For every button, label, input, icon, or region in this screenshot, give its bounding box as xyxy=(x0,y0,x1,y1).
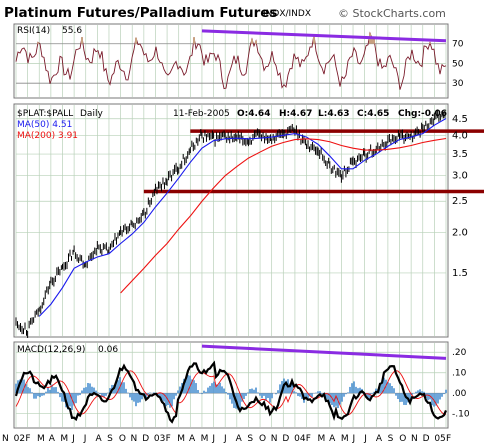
x-axis-tick-label: O xyxy=(119,434,126,444)
x-axis-tick-label: M xyxy=(177,434,185,444)
x-axis-tick-label: A xyxy=(329,434,336,444)
rsi-overbought-fill xyxy=(313,34,315,44)
x-axis: N 02 F M A M J J A S O N D 03 F M A M J J A S O N D 04 F M A M J J A S O N D… xyxy=(2,434,451,444)
exchange-label: INDX/INDX xyxy=(263,9,311,19)
x-axis-tick-label: M xyxy=(341,434,349,444)
x-axis-tick-label: A xyxy=(189,434,196,444)
rsi-trendline xyxy=(201,29,447,43)
x-axis-tick-label: F xyxy=(25,434,30,444)
macd-signal-line xyxy=(15,370,447,416)
x-axis-tick-label: A xyxy=(49,434,56,444)
rsi-overbought-fill xyxy=(37,42,39,44)
x-axis-tick-label: M xyxy=(37,434,45,444)
x-axis-tick-label: S xyxy=(388,434,394,444)
x-axis-tick-label: M xyxy=(317,434,325,444)
change-label: Chg:-0.06 xyxy=(398,109,447,119)
x-axis-tick-label: A xyxy=(95,434,102,444)
rsi-overbought-fill xyxy=(429,42,431,44)
close-label: C:4.65 xyxy=(357,109,389,119)
price-tick-label: 1.5 xyxy=(452,268,468,279)
rsi-overbought-fill xyxy=(373,39,375,44)
x-axis-tick-label: M xyxy=(201,434,209,444)
ma200-label: MA(200) 3.91 xyxy=(17,131,78,141)
x-axis-tick-label: S xyxy=(107,434,113,444)
open-label: O:4.64 xyxy=(237,109,270,119)
x-axis-tick-label: S xyxy=(247,434,253,444)
macd-tick-label: -.10 xyxy=(452,410,470,420)
x-axis-tick-label: D xyxy=(282,434,289,444)
ma50-label: MA(50) 4.51 xyxy=(17,120,72,130)
rsi-label: RSI(14) xyxy=(17,26,50,36)
price-tick-label: 4.0 xyxy=(452,130,468,141)
rsi-overbought-fill xyxy=(193,37,195,44)
price-tick-label: 2.0 xyxy=(452,228,468,239)
x-axis-tick-label: N xyxy=(2,434,9,444)
x-axis-tick-label: N xyxy=(271,434,278,444)
x-axis-tick-label: 03 xyxy=(154,434,165,444)
x-axis-tick-label: J xyxy=(71,434,75,444)
x-axis-tick-label: J xyxy=(211,434,215,444)
x-axis-tick-label: F xyxy=(306,434,311,444)
x-axis-tick-label: 05 xyxy=(434,434,445,444)
watermark: © StockCharts.com xyxy=(338,7,446,20)
period-label: Daily xyxy=(80,109,103,119)
ma50-line xyxy=(38,117,447,317)
x-axis-tick-label: N xyxy=(131,434,138,444)
date-label: 11-Feb-2005 xyxy=(173,109,230,119)
x-axis-tick-label: M xyxy=(60,434,68,444)
x-axis-tick-label: D xyxy=(423,434,430,444)
symbol-label: $PLAT:$PALL xyxy=(17,109,73,119)
rsi-overbought-fill xyxy=(255,40,257,44)
ma200-line xyxy=(120,137,447,294)
macd-line xyxy=(14,360,448,424)
x-axis-tick-label: A xyxy=(236,434,243,444)
x-axis-tick-label: D xyxy=(142,434,149,444)
x-axis-tick-label: N xyxy=(411,434,418,444)
rsi-overbought-fill xyxy=(135,37,137,44)
x-axis-tick-label: F xyxy=(446,434,451,444)
rsi-overbought-fill xyxy=(81,37,83,44)
rsi-overbought-fill xyxy=(371,38,373,44)
macd-tick-label: .10 xyxy=(452,369,467,379)
price-tick-label: 3.0 xyxy=(452,171,468,182)
x-axis-tick-label: J xyxy=(223,434,227,444)
rsi-tick-label: 30 xyxy=(452,79,464,89)
rsi-tick-label: 50 xyxy=(452,59,464,69)
x-axis-tick-label: O xyxy=(399,434,406,444)
price-tick-label: 2.5 xyxy=(452,196,468,207)
rsi-tick-label: 70 xyxy=(452,40,464,50)
price-tick-label: 3.5 xyxy=(452,149,468,160)
x-axis-tick-label: 02 xyxy=(14,434,25,444)
rsi-overbought-fill xyxy=(251,38,253,44)
macd-tick-label: .20 xyxy=(452,348,467,358)
rsi-value: 55.6 xyxy=(62,26,82,36)
rsi-panel: RSI(14) 55.6 70 50 30 xyxy=(13,23,464,99)
x-axis-tick-label: 04 xyxy=(294,434,306,444)
x-axis-tick-label: J xyxy=(352,434,356,444)
macd-tick-label: .00 xyxy=(452,389,467,399)
chart-title: Platinum Futures/Palladium Futures xyxy=(4,5,277,21)
macd-label: MACD(12,26,9) xyxy=(17,345,85,355)
high-label: H:4.67 xyxy=(279,109,312,119)
x-axis-tick-label: J xyxy=(363,434,367,444)
price-tick-label: 4.5 xyxy=(452,114,468,125)
price-panel: $PLAT:$PALL Daily 11-Feb-2005 O:4.64 H:4… xyxy=(13,103,484,338)
macd-panel: MACD(12,26,9) 0.06 .20 .10 .00 -.10 xyxy=(13,341,470,429)
x-axis-tick-label: A xyxy=(376,434,383,444)
x-axis-tick-label: F xyxy=(166,434,171,444)
x-axis-tick-label: O xyxy=(259,434,266,444)
macd-value: 0.06 xyxy=(98,345,118,355)
low-label: L:4.63 xyxy=(318,109,350,119)
macd-trendline xyxy=(201,344,447,360)
x-axis-tick-label: J xyxy=(83,434,87,444)
